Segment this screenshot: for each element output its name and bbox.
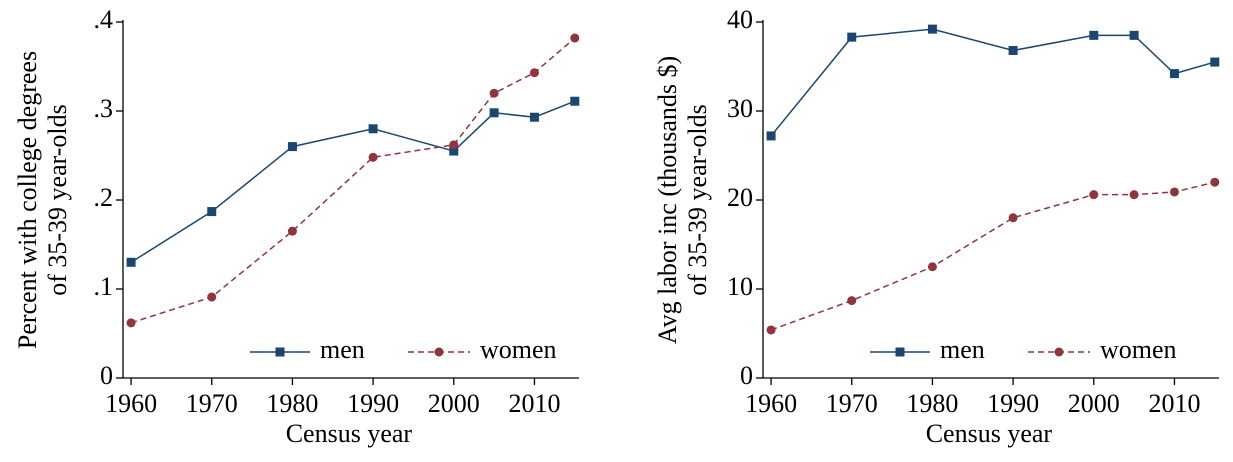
y-axis-label: Percent with college degrees <box>13 51 42 349</box>
x-tick-label: 2000 <box>428 389 480 418</box>
legend-marker <box>275 347 285 357</box>
marker <box>927 262 937 272</box>
marker <box>766 131 776 141</box>
marker <box>207 292 217 302</box>
marker <box>847 296 857 306</box>
y-tick-label: .4 <box>94 5 114 34</box>
x-tick-label: 2010 <box>508 389 560 418</box>
series-line <box>130 100 576 263</box>
marker <box>847 32 857 42</box>
marker <box>489 88 499 98</box>
marker <box>1210 177 1220 187</box>
marker <box>766 325 776 335</box>
legend-marker <box>1054 347 1064 357</box>
marker <box>489 108 499 118</box>
marker <box>1129 190 1139 200</box>
legend-item: men <box>250 335 365 364</box>
legend-item: women <box>408 335 557 364</box>
x-tick-label: 1990 <box>987 389 1039 418</box>
marker <box>570 96 580 106</box>
marker <box>368 124 378 134</box>
marker <box>1169 187 1179 197</box>
marker <box>1210 57 1220 67</box>
x-tick-label: 2000 <box>1068 389 1120 418</box>
chart: 0 .1 .2 .3 .4 1960 1970 1980 1990 2000 2010 Census … <box>13 5 580 448</box>
y-tick-label: .3 <box>94 94 114 123</box>
marker <box>529 112 539 122</box>
y-axis-label: of 35-39 year-olds <box>43 104 72 296</box>
legend-marker <box>895 347 905 357</box>
legend-item: women <box>1028 335 1177 364</box>
y-tick-label: .1 <box>94 272 114 301</box>
x-axis-label: Census year <box>926 419 1053 448</box>
x-tick-label: 1960 <box>105 389 157 418</box>
series-line <box>130 37 576 324</box>
x-tick-label: 1960 <box>745 389 797 418</box>
x-tick-label: 1980 <box>266 389 318 418</box>
marker <box>1129 30 1139 40</box>
y-tick-label: 30 <box>727 94 753 123</box>
x-tick-label: 1970 <box>186 389 238 418</box>
legend-label: men <box>320 335 365 364</box>
marker <box>287 226 297 236</box>
marker <box>449 146 459 156</box>
marker <box>126 257 136 267</box>
y-tick-label: .2 <box>94 183 114 212</box>
chart: 0 10 20 30 40 1960 1970 1980 1990 2000 2010 Census … <box>653 5 1220 448</box>
legend-label: women <box>1100 335 1177 364</box>
legend-item: men <box>870 335 985 364</box>
marker <box>1089 190 1099 200</box>
marker <box>1169 69 1179 79</box>
y-tick-label: 20 <box>727 183 753 212</box>
marker <box>207 207 217 217</box>
marker <box>1008 213 1018 223</box>
y-tick-label: 40 <box>727 5 753 34</box>
x-tick-label: 2010 <box>1148 389 1200 418</box>
legend-label: men <box>940 335 985 364</box>
series-line <box>770 181 1215 331</box>
series-line <box>770 28 1216 137</box>
legend-label: women <box>480 335 557 364</box>
x-tick-label: 1970 <box>826 389 878 418</box>
y-tick-label: 0 <box>740 361 753 390</box>
marker <box>529 68 539 78</box>
marker <box>368 152 378 162</box>
y-tick-label: 0 <box>100 361 113 390</box>
x-tick-label: 1990 <box>347 389 399 418</box>
y-axis-label: of 35-39 year-olds <box>683 104 712 296</box>
marker <box>449 140 459 150</box>
y-axis-label: Avg labor inc (thousands $) <box>653 56 682 344</box>
marker <box>1089 30 1099 40</box>
marker <box>570 33 580 43</box>
marker <box>287 142 297 152</box>
marker <box>927 24 937 34</box>
x-axis-label: Census year <box>286 419 413 448</box>
y-tick-label: 10 <box>727 272 753 301</box>
legend-marker <box>434 347 444 357</box>
marker <box>1008 45 1018 55</box>
marker <box>126 318 136 328</box>
x-tick-label: 1980 <box>906 389 958 418</box>
